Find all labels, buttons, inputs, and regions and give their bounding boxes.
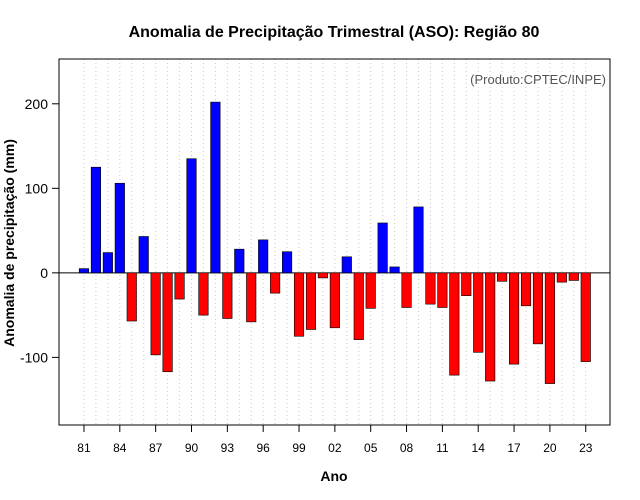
x-tick-label: 17 bbox=[507, 441, 521, 455]
y-axis: -100 0 100 200 bbox=[20, 96, 59, 365]
bar-2012 bbox=[449, 272, 460, 376]
bar-2018 bbox=[520, 272, 532, 307]
bar-2001 bbox=[317, 272, 328, 279]
bar-1989 bbox=[174, 272, 185, 300]
bar-1988 bbox=[162, 272, 173, 373]
x-axis-label: Ano bbox=[320, 468, 347, 484]
y-tick-label: 200 bbox=[25, 96, 49, 112]
bar-2015 bbox=[485, 272, 496, 382]
x-tick-label: 08 bbox=[400, 441, 414, 455]
x-axis: 81 84 87 90 93 96 99 02 05 08 11 14 17 20 23 bbox=[77, 425, 593, 455]
bar-1985 bbox=[126, 272, 137, 322]
x-tick-label: 93 bbox=[221, 441, 235, 455]
y-tick-label: 100 bbox=[25, 180, 49, 196]
bar-2023 bbox=[580, 272, 591, 362]
bar-2004 bbox=[353, 272, 364, 340]
chart-title: Anomalia de Precipitação Trimestral (ASO… bbox=[129, 24, 540, 41]
x-tick-label: 11 bbox=[436, 441, 449, 455]
y-axis-label: Anomalia de precipitação (mm) bbox=[1, 139, 17, 347]
bar-1990 bbox=[186, 158, 197, 274]
vertical-gridlines bbox=[83, 59, 587, 425]
bar-2021 bbox=[556, 272, 567, 283]
x-tick-label: 05 bbox=[364, 441, 378, 455]
bar-1997 bbox=[270, 272, 281, 294]
x-tick-label: 02 bbox=[328, 441, 342, 455]
y-tick-label: -100 bbox=[20, 349, 48, 365]
bar-2011 bbox=[437, 272, 448, 308]
bar-1986 bbox=[138, 236, 149, 274]
x-tick-label: 87 bbox=[149, 441, 163, 455]
bar-1984 bbox=[114, 182, 125, 274]
bar-1999 bbox=[293, 272, 305, 337]
bar-2014 bbox=[473, 272, 484, 353]
bar-2007 bbox=[389, 266, 400, 274]
x-tick-label: 81 bbox=[77, 441, 91, 455]
x-tick-label: 99 bbox=[292, 441, 306, 455]
bar-2008 bbox=[401, 272, 412, 308]
bar-2003 bbox=[341, 256, 352, 274]
bar-1983 bbox=[102, 252, 113, 274]
bar-2006 bbox=[377, 222, 388, 274]
x-tick-label: 90 bbox=[185, 441, 199, 455]
bar-1987 bbox=[150, 272, 161, 356]
bar-2013 bbox=[461, 272, 472, 296]
y-tick-label: 0 bbox=[40, 265, 48, 281]
credit-annotation: (Produto:CPTEC/INPE) bbox=[470, 72, 606, 87]
bar-2019 bbox=[532, 272, 544, 345]
x-tick-label: 20 bbox=[543, 441, 557, 455]
bar-2000 bbox=[305, 272, 317, 330]
bar-1981 bbox=[78, 268, 90, 274]
bar-1991 bbox=[198, 272, 209, 316]
bar-2017 bbox=[509, 272, 520, 365]
x-tick-label: 96 bbox=[256, 441, 270, 455]
bar-2022 bbox=[568, 272, 579, 281]
bar-2009 bbox=[413, 206, 424, 274]
x-tick-label: 84 bbox=[113, 441, 127, 455]
bar-2020 bbox=[544, 272, 555, 384]
bar-2002 bbox=[329, 272, 340, 329]
bar-1994 bbox=[234, 248, 245, 274]
bar-1995 bbox=[246, 272, 257, 323]
bars bbox=[78, 101, 591, 384]
bar-1992 bbox=[210, 101, 221, 274]
x-tick-label: 23 bbox=[579, 441, 593, 455]
bar-1982 bbox=[90, 166, 101, 274]
bar-1993 bbox=[222, 272, 233, 319]
bar-1998 bbox=[282, 251, 293, 274]
bar-1996 bbox=[258, 239, 269, 274]
bar-2016 bbox=[497, 272, 508, 282]
bar-2010 bbox=[425, 272, 436, 305]
bar-2005 bbox=[365, 272, 376, 309]
x-tick-label: 14 bbox=[472, 441, 486, 455]
